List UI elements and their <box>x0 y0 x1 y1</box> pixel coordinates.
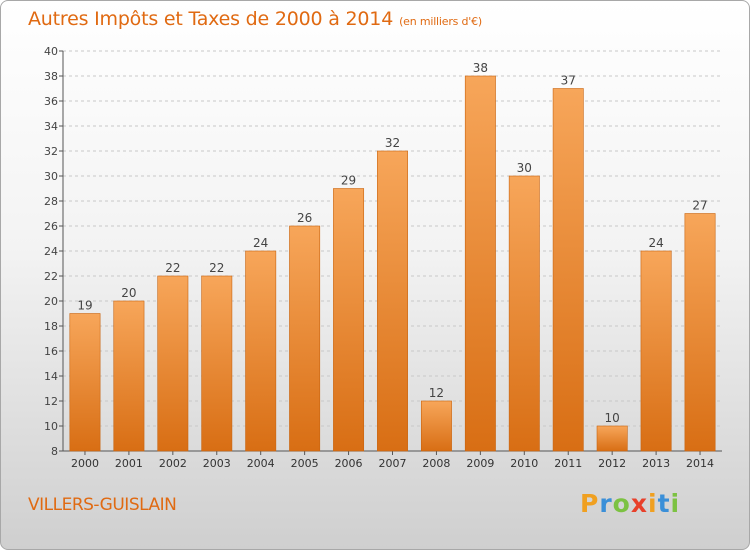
data-label: 29 <box>341 174 356 188</box>
y-tick-label: 14 <box>44 370 58 383</box>
x-tick-label: 2012 <box>598 457 626 470</box>
x-tick-label: 2013 <box>642 457 670 470</box>
bar <box>464 75 496 452</box>
x-tick-label: 2009 <box>466 457 494 470</box>
y-tick-label: 16 <box>44 345 58 358</box>
data-label: 27 <box>692 199 707 213</box>
data-label: 24 <box>648 236 663 250</box>
bar <box>333 188 365 452</box>
bar <box>157 275 189 452</box>
logo-letter: i <box>670 489 681 518</box>
x-tick-label: 2002 <box>159 457 187 470</box>
y-tick-label: 24 <box>44 245 58 258</box>
y-tick-label: 28 <box>44 195 58 208</box>
y-tick-label: 32 <box>44 145 58 158</box>
data-labels: 19 20 22 22 24 26 29 32 12 38 30 37 10 24 27 <box>77 61 707 425</box>
data-label: 20 <box>121 286 136 300</box>
data-label: 30 <box>517 161 532 175</box>
data-label: 24 <box>253 236 268 250</box>
axes: 8 10 12 14 16 18 20 22 24 26 28 30 32 34 36 38 40 2000 200… <box>44 45 722 470</box>
logo-letter: t <box>657 489 671 518</box>
chart-title-text: Autres Impôts et Taxes de 2000 à 2014 <box>28 8 394 30</box>
bar <box>684 213 716 452</box>
data-label: 22 <box>209 261 224 275</box>
y-tick-label: 26 <box>44 220 58 233</box>
x-tick-label: 2004 <box>247 457 275 470</box>
x-tick-label: 2008 <box>422 457 450 470</box>
bars <box>69 75 716 452</box>
y-tick-label: 38 <box>44 70 58 83</box>
data-label: 22 <box>165 261 180 275</box>
bar <box>596 425 628 452</box>
y-tick-label: 10 <box>44 420 58 433</box>
logo-letter: P <box>580 489 600 518</box>
x-tick-label: 2011 <box>554 457 582 470</box>
chart-title: Autres Impôts et Taxes de 2000 à 2014 (en… <box>28 8 482 30</box>
proxiti-logo: Proxiti <box>580 489 680 518</box>
x-tick-label: 2010 <box>510 457 538 470</box>
bar <box>245 250 277 452</box>
y-tick-label: 30 <box>44 170 58 183</box>
y-tick-label: 36 <box>44 95 58 108</box>
data-label: 38 <box>473 61 488 75</box>
logo-letter: i <box>648 489 658 518</box>
bar <box>552 88 584 452</box>
bar <box>289 225 321 452</box>
bar <box>69 313 101 452</box>
y-tick-label: 22 <box>44 270 58 283</box>
data-label: 32 <box>385 136 400 150</box>
y-tick-label: 8 <box>51 445 58 458</box>
x-tick-label: 2000 <box>71 457 99 470</box>
y-tick-label: 12 <box>44 395 58 408</box>
logo-letter: r <box>599 489 613 518</box>
x-tick-label: 2014 <box>686 457 714 470</box>
chart-subtitle: (en milliers d'€) <box>399 15 482 28</box>
x-tick-label: 2001 <box>115 457 143 470</box>
bar <box>508 175 540 452</box>
bar <box>201 275 233 452</box>
y-tick-label: 18 <box>44 320 58 333</box>
bar <box>377 150 408 452</box>
y-tick-label: 40 <box>44 45 58 58</box>
logo-letter: x <box>630 489 648 518</box>
location-label: VILLERS-GUISLAIN <box>28 495 177 515</box>
x-tick-label: 2007 <box>379 457 407 470</box>
x-tick-label: 2006 <box>335 457 363 470</box>
x-tick-label: 2005 <box>291 457 319 470</box>
x-tick-label: 2003 <box>203 457 231 470</box>
y-tick-label: 20 <box>44 295 58 308</box>
data-label: 12 <box>429 386 444 400</box>
logo-letter: o <box>612 489 631 518</box>
data-label: 10 <box>605 411 620 425</box>
bar <box>420 400 452 452</box>
data-label: 37 <box>561 74 576 88</box>
bar <box>640 250 672 452</box>
data-label: 26 <box>297 211 312 225</box>
y-tick-label: 34 <box>44 120 58 133</box>
bar <box>113 300 145 452</box>
data-label: 19 <box>77 299 92 313</box>
